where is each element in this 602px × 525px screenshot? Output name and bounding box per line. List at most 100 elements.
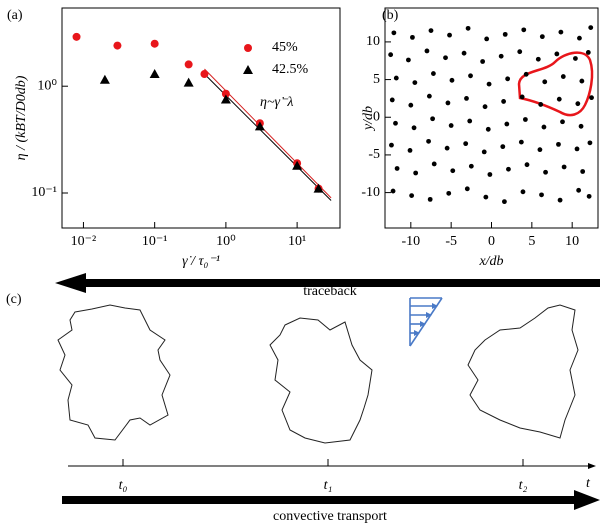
data-point xyxy=(486,81,492,87)
data-point xyxy=(408,102,414,108)
data-point xyxy=(464,96,469,101)
data-point xyxy=(221,89,230,98)
data-point xyxy=(426,138,431,144)
y-tick-label: -5 xyxy=(368,147,380,162)
legend-label: 42.5% xyxy=(272,62,309,77)
data-point xyxy=(446,190,452,196)
data-point xyxy=(574,146,580,152)
data-point xyxy=(578,123,584,129)
axes-frame xyxy=(384,7,599,229)
data-point xyxy=(183,77,194,87)
data-point xyxy=(517,49,523,55)
data-point xyxy=(521,27,527,33)
data-point xyxy=(447,32,452,38)
y-axis-label: η / (kBT/D0db) xyxy=(14,75,29,160)
x-tick-label: -5 xyxy=(445,234,457,249)
data-point xyxy=(410,34,415,40)
data-point xyxy=(481,149,487,155)
data-point xyxy=(464,186,470,192)
data-point xyxy=(254,121,265,131)
transport-arrow xyxy=(62,496,576,504)
x-tick-label: 10⁻¹ xyxy=(142,234,168,249)
data-point xyxy=(313,183,324,193)
data-point xyxy=(200,70,209,79)
data-point xyxy=(519,94,525,100)
data-point xyxy=(522,117,528,122)
data-point xyxy=(558,29,564,35)
data-point xyxy=(543,169,548,175)
data-point xyxy=(537,147,543,153)
data-point xyxy=(405,57,411,63)
blob xyxy=(57,304,579,444)
y-tick-label: 10 xyxy=(366,34,380,49)
data-point xyxy=(520,189,526,195)
data-point xyxy=(556,96,562,102)
data-point xyxy=(149,69,160,79)
data-point xyxy=(443,55,448,61)
data-point xyxy=(430,116,436,122)
legend-label: 45% xyxy=(272,40,298,55)
data-point xyxy=(576,187,582,193)
data-point xyxy=(113,41,122,50)
data-point xyxy=(393,120,398,126)
data-point xyxy=(409,193,415,199)
x-tick-label: 10 xyxy=(565,234,579,249)
data-point xyxy=(450,168,456,174)
panel-label: (b) xyxy=(382,8,399,23)
data-point xyxy=(388,52,394,58)
traceback-arrow xyxy=(80,279,600,287)
axes-frame xyxy=(61,7,341,229)
data-point xyxy=(554,51,560,57)
data-point xyxy=(502,31,508,37)
data-point xyxy=(589,95,594,101)
x-tick-label: 0 xyxy=(488,234,495,249)
x-axis-label: γ̇ / τ₀⁻¹ xyxy=(182,254,220,269)
data-point xyxy=(580,169,586,174)
data-point xyxy=(483,194,489,200)
data-point xyxy=(560,74,566,79)
time-label: t₂ xyxy=(519,478,528,493)
data-point xyxy=(500,144,506,150)
data-point xyxy=(538,102,544,107)
data-point xyxy=(468,73,473,79)
y-tick-label: 0 xyxy=(373,109,380,124)
data-point xyxy=(444,145,450,151)
data-point xyxy=(557,197,563,203)
data-point xyxy=(573,56,578,61)
data-point xyxy=(461,50,467,56)
transport-label: convective transport xyxy=(273,509,387,524)
data-point xyxy=(505,76,511,82)
data-point xyxy=(586,193,592,199)
data-point xyxy=(501,99,507,104)
data-point xyxy=(391,30,397,36)
data-point xyxy=(504,121,510,127)
y-axis-label: y/db xyxy=(361,106,376,132)
data-point xyxy=(575,101,581,107)
data-point xyxy=(539,34,545,40)
annotation: η~γ̇⁻λ xyxy=(260,95,294,110)
data-point xyxy=(99,74,110,84)
data-point xyxy=(506,166,511,172)
data-point xyxy=(445,100,451,106)
fit-line xyxy=(204,68,332,199)
x-axis-label: x/db xyxy=(478,254,503,269)
data-point xyxy=(577,35,582,41)
data-point xyxy=(448,123,454,128)
data-point xyxy=(220,94,231,104)
data-point xyxy=(72,32,81,41)
data-point xyxy=(480,59,486,64)
data-point xyxy=(428,28,434,34)
data-point xyxy=(389,142,394,148)
data-point xyxy=(427,196,433,202)
legend-marker xyxy=(243,65,253,74)
y-tick-label: 5 xyxy=(373,72,380,87)
data-point xyxy=(407,147,413,153)
x-tick-label: 5 xyxy=(528,234,535,249)
data-point xyxy=(579,78,585,84)
time-label: t₀ xyxy=(119,478,128,493)
data-point xyxy=(449,77,455,83)
data-point xyxy=(389,97,395,103)
data-point xyxy=(292,160,303,170)
data-point xyxy=(426,93,432,99)
